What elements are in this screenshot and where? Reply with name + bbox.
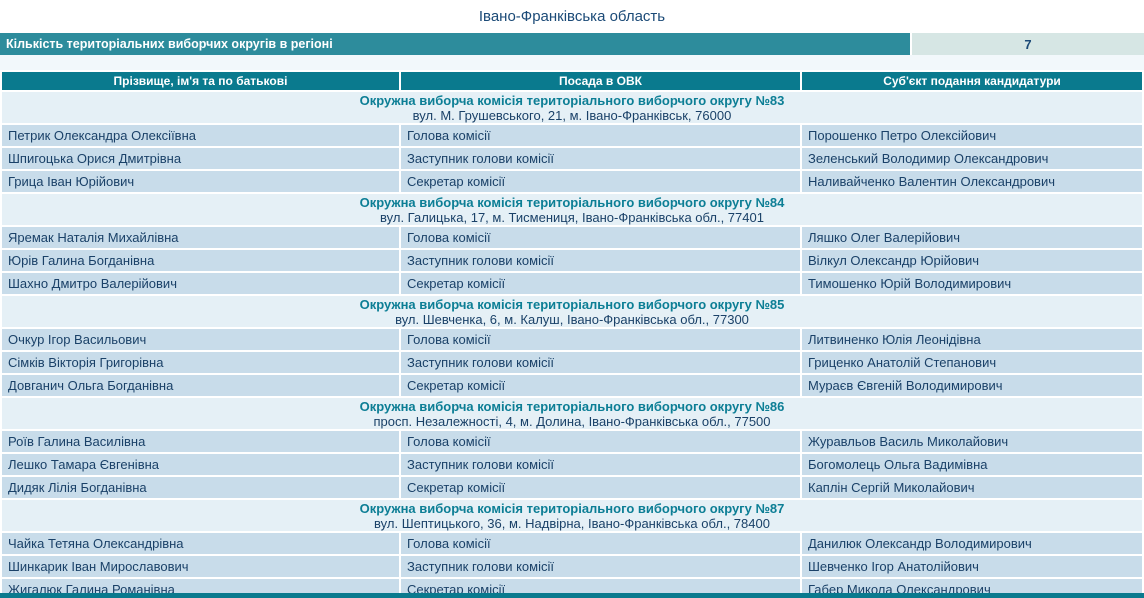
group-header-cell: Окружна виборча комісія територіального …	[2, 296, 1142, 327]
position-cell: Голова комісії	[401, 329, 800, 350]
table-row: Сімків Вікторія Григорівна Заступник голо…	[2, 352, 1142, 373]
nominee-subject-cell: Журавльов Василь Миколайович	[802, 431, 1142, 452]
nominee-subject-cell: Мураєв Євгеній Володимирович	[802, 375, 1142, 396]
member-name-cell: Грица Іван Юрійович	[2, 171, 399, 192]
nominee-subject-cell: Данилюк Олександр Володимирович	[802, 533, 1142, 554]
nominee-subject-cell: Шевченко Ігор Анатолійович	[802, 556, 1142, 577]
spacer-band	[0, 55, 1144, 70]
table-row: Лешко Тамара Євгенівна Заступник голови к…	[2, 454, 1142, 475]
member-name-cell: Шинкарик Іван Мирославович	[2, 556, 399, 577]
position-cell: Голова комісії	[401, 227, 800, 248]
group-title: Окружна виборча комісія територіального …	[359, 93, 785, 108]
position-cell: Заступник голови комісії	[401, 556, 800, 577]
group-header-row: Окружна виборча комісія територіального …	[2, 296, 1142, 327]
group-title: Окружна виборча комісія територіального …	[359, 501, 785, 516]
table-row: Юрів Галина Богданівна Заступник голови к…	[2, 250, 1142, 271]
group-title: Окружна виборча комісія територіального …	[359, 399, 785, 414]
footer-bar	[0, 593, 1144, 598]
table-row: Очкур Ігор Васильович Голова комісії Литви…	[2, 329, 1142, 350]
member-name-cell: Петрик Олександра Олексіївна	[2, 125, 399, 146]
page-title: Івано-Франківська область	[478, 8, 666, 25]
column-header-name: Прізвище, ім'я та по батькові	[2, 72, 399, 90]
group-header-cell: Окружна виборча комісія територіального …	[2, 398, 1142, 429]
group-title: Окружна виборча комісія територіального …	[359, 297, 785, 312]
nominee-subject-cell: Литвиненко Юлія Леонідівна	[802, 329, 1142, 350]
member-name-cell: Роїв Галина Василівна	[2, 431, 399, 452]
column-header-position: Посада в ОВК	[401, 72, 800, 90]
nominee-subject-cell: Гриценко Анатолій Степанович	[802, 352, 1142, 373]
table-row: Петрик Олександра Олексіївна Голова коміс…	[2, 125, 1142, 146]
table-header-row: Прізвище, ім'я та по батькові Посада в О…	[2, 72, 1142, 90]
nominee-subject-cell: Зеленський Володимир Олександрович	[802, 148, 1142, 169]
nominee-subject-cell: Ляшко Олег Валерійович	[802, 227, 1142, 248]
position-cell: Голова комісії	[401, 533, 800, 554]
position-cell: Заступник голови комісії	[401, 454, 800, 475]
position-cell: Секретар комісії	[401, 477, 800, 498]
member-name-cell: Сімків Вікторія Григорівна	[2, 352, 399, 373]
member-name-cell: Лешко Тамара Євгенівна	[2, 454, 399, 475]
member-name-cell: Шпигоцька Орися Дмитрівна	[2, 148, 399, 169]
member-name-cell: Довганич Ольга Богданівна	[2, 375, 399, 396]
region-count-value: 7	[912, 33, 1144, 55]
nominee-subject-cell: Богомолець Ольга Вадимівна	[802, 454, 1142, 475]
position-cell: Секретар комісії	[401, 171, 800, 192]
nominee-subject-cell: Тимошенко Юрій Володимирович	[802, 273, 1142, 294]
table-row: Грица Іван Юрійович Секретар комісії Налив…	[2, 171, 1142, 192]
group-header-row: Окружна виборча комісія територіального …	[2, 500, 1142, 531]
region-count-bar: Кількість територіальних виборчих округі…	[0, 33, 1144, 55]
nominee-subject-cell: Каплін Сергій Миколайович	[802, 477, 1142, 498]
table-row: Чайка Тетяна Олександрівна Голова комісії…	[2, 533, 1142, 554]
table-row: Шпигоцька Орися Дмитрівна Заступник голов…	[2, 148, 1142, 169]
nominee-subject-cell: Вілкул Олександр Юрійович	[802, 250, 1142, 271]
position-cell: Секретар комісії	[401, 273, 800, 294]
table-row: Яремак Наталія Михайлівна Голова комісії Л…	[2, 227, 1142, 248]
table-row: Довганич Ольга Богданівна Секретар комісі…	[2, 375, 1142, 396]
member-name-cell: Яремак Наталія Михайлівна	[2, 227, 399, 248]
position-cell: Голова комісії	[401, 125, 800, 146]
group-header-row: Окружна виборча комісія територіального …	[2, 398, 1142, 429]
position-cell: Голова комісії	[401, 431, 800, 452]
member-name-cell: Дидяк Лілія Богданівна	[2, 477, 399, 498]
position-cell: Заступник голови комісії	[401, 250, 800, 271]
member-name-cell: Очкур Ігор Васильович	[2, 329, 399, 350]
group-title: Окружна виборча комісія територіального …	[359, 195, 785, 210]
group-header-cell: Окружна виборча комісія територіального …	[2, 92, 1142, 123]
nominee-subject-cell: Порошенко Петро Олексійович	[802, 125, 1142, 146]
group-address: вул. Шептицького, 36, м. Надвірна, Івано…	[374, 516, 770, 531]
commission-table: Прізвище, ім'я та по батькові Посада в О…	[0, 70, 1144, 598]
column-header-subject: Суб'єкт подання кандидатури	[802, 72, 1142, 90]
nominee-subject-cell: Наливайченко Валентин Олександрович	[802, 171, 1142, 192]
table-body: Окружна виборча комісія територіального …	[2, 92, 1142, 598]
position-cell: Заступник голови комісії	[401, 148, 800, 169]
region-count-label: Кількість територіальних виборчих округі…	[0, 33, 910, 55]
group-address: вул. М. Грушевського, 21, м. Івано-Франк…	[412, 108, 732, 123]
position-cell: Секретар комісії	[401, 375, 800, 396]
member-name-cell: Юрів Галина Богданівна	[2, 250, 399, 271]
member-name-cell: Чайка Тетяна Олександрівна	[2, 533, 399, 554]
position-cell: Заступник голови комісії	[401, 352, 800, 373]
group-address: вул. Галицька, 17, м. Тисмениця, Івано-Ф…	[380, 210, 764, 225]
group-header-row: Окружна виборча комісія територіального …	[2, 92, 1142, 123]
table-row: Роїв Галина Василівна Голова комісії Журав…	[2, 431, 1142, 452]
group-header-row: Окружна виборча комісія територіального …	[2, 194, 1142, 225]
group-header-cell: Окружна виборча комісія територіального …	[2, 500, 1142, 531]
table-row: Дидяк Лілія Богданівна Секретар комісії Ка…	[2, 477, 1142, 498]
group-address: вул. Шевченка, 6, м. Калуш, Івано-Франкі…	[395, 312, 749, 327]
table-row: Шахно Дмитро Валерійович Секретар комісії…	[2, 273, 1142, 294]
member-name-cell: Шахно Дмитро Валерійович	[2, 273, 399, 294]
table-row: Шинкарик Іван Мирославович Заступник голо…	[2, 556, 1142, 577]
group-address: просп. Незалежності, 4, м. Долина, Івано…	[373, 414, 771, 429]
group-header-cell: Окружна виборча комісія територіального …	[2, 194, 1142, 225]
